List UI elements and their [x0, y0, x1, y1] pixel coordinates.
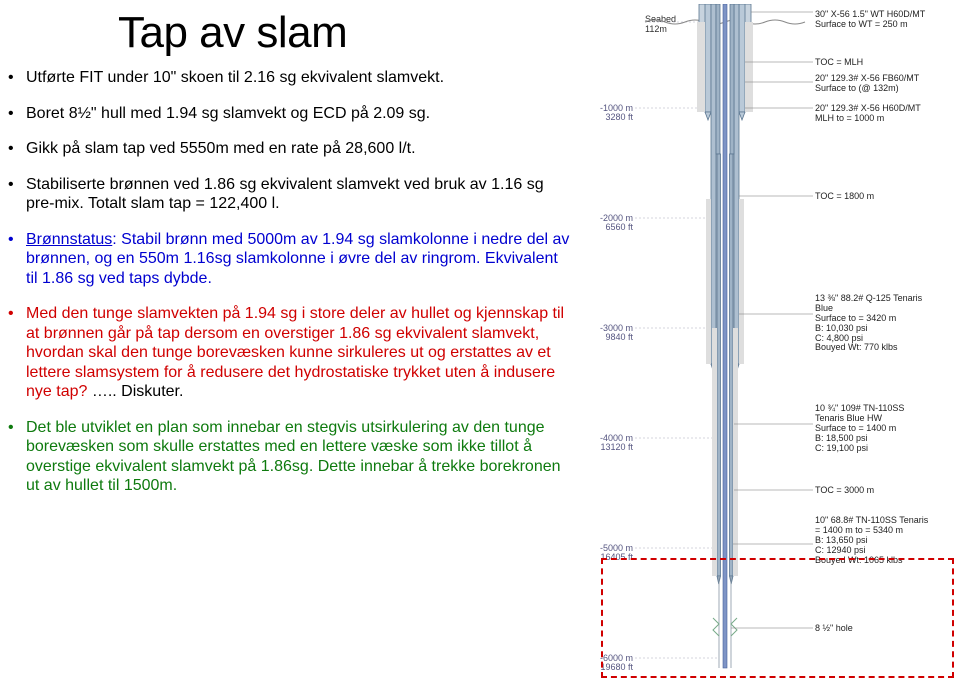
bullet-item-question: Med den tunge slamvekten på 1.94 sg i st…: [8, 304, 573, 402]
bullet-item-plan: Det ble utviklet en plan som innebar en …: [8, 418, 573, 496]
bullet-list: Utførte FIT under 10" skoen til 2.16 sg …: [8, 68, 573, 496]
text-column: Tap av slam Utførte FIT under 10" skoen …: [0, 0, 585, 695]
bullet-item: Gikk på slam tap ved 5550m med en rate p…: [8, 139, 573, 159]
depth-label: -4000 m13120 ft: [585, 434, 633, 453]
casing-label: TOC = MLH: [815, 58, 943, 68]
bullet-item: Utførte FIT under 10" skoen til 2.16 sg …: [8, 68, 573, 88]
page-title: Tap av slam: [8, 8, 573, 58]
depth-label: -3000 m9840 ft: [585, 324, 633, 343]
casing-label: 20" 129.3# X-56 H60D/MT MLH to = 1000 m: [815, 104, 943, 124]
bullet-item-status: Brønnstatus: Stabil brønn med 5000m av 1…: [8, 230, 573, 289]
bullet-item: Boret 8½" hull med 1.94 sg slamvekt og E…: [8, 104, 573, 124]
casing-label: 13 ⅜" 88.2# Q-125 Tenaris Blue Surface t…: [815, 294, 943, 353]
depth-label: -1000 m3280 ft: [585, 104, 633, 123]
depth-label: -2000 m6560 ft: [585, 214, 633, 233]
highlight-box: [601, 558, 954, 678]
casing-label: 10 ¾" 109# TN-110SS Tenaris Blue HW Surf…: [815, 404, 943, 453]
status-label: Brønnstatus: [26, 231, 112, 248]
question-tail: ….. Diskuter.: [92, 383, 184, 400]
casing-label: TOC = 1800 m: [815, 192, 943, 202]
bullet-item: Stabiliserte brønnen ved 1.86 sg ekvival…: [8, 175, 573, 214]
casing-label: 30" X-56 1.5" WT H60D/MT Surface to WT =…: [815, 10, 943, 30]
casing-label: TOC = 3000 m: [815, 486, 943, 496]
casing-label: 20" 129.3# X-56 FB60/MT Surface to (@ 13…: [815, 74, 943, 94]
